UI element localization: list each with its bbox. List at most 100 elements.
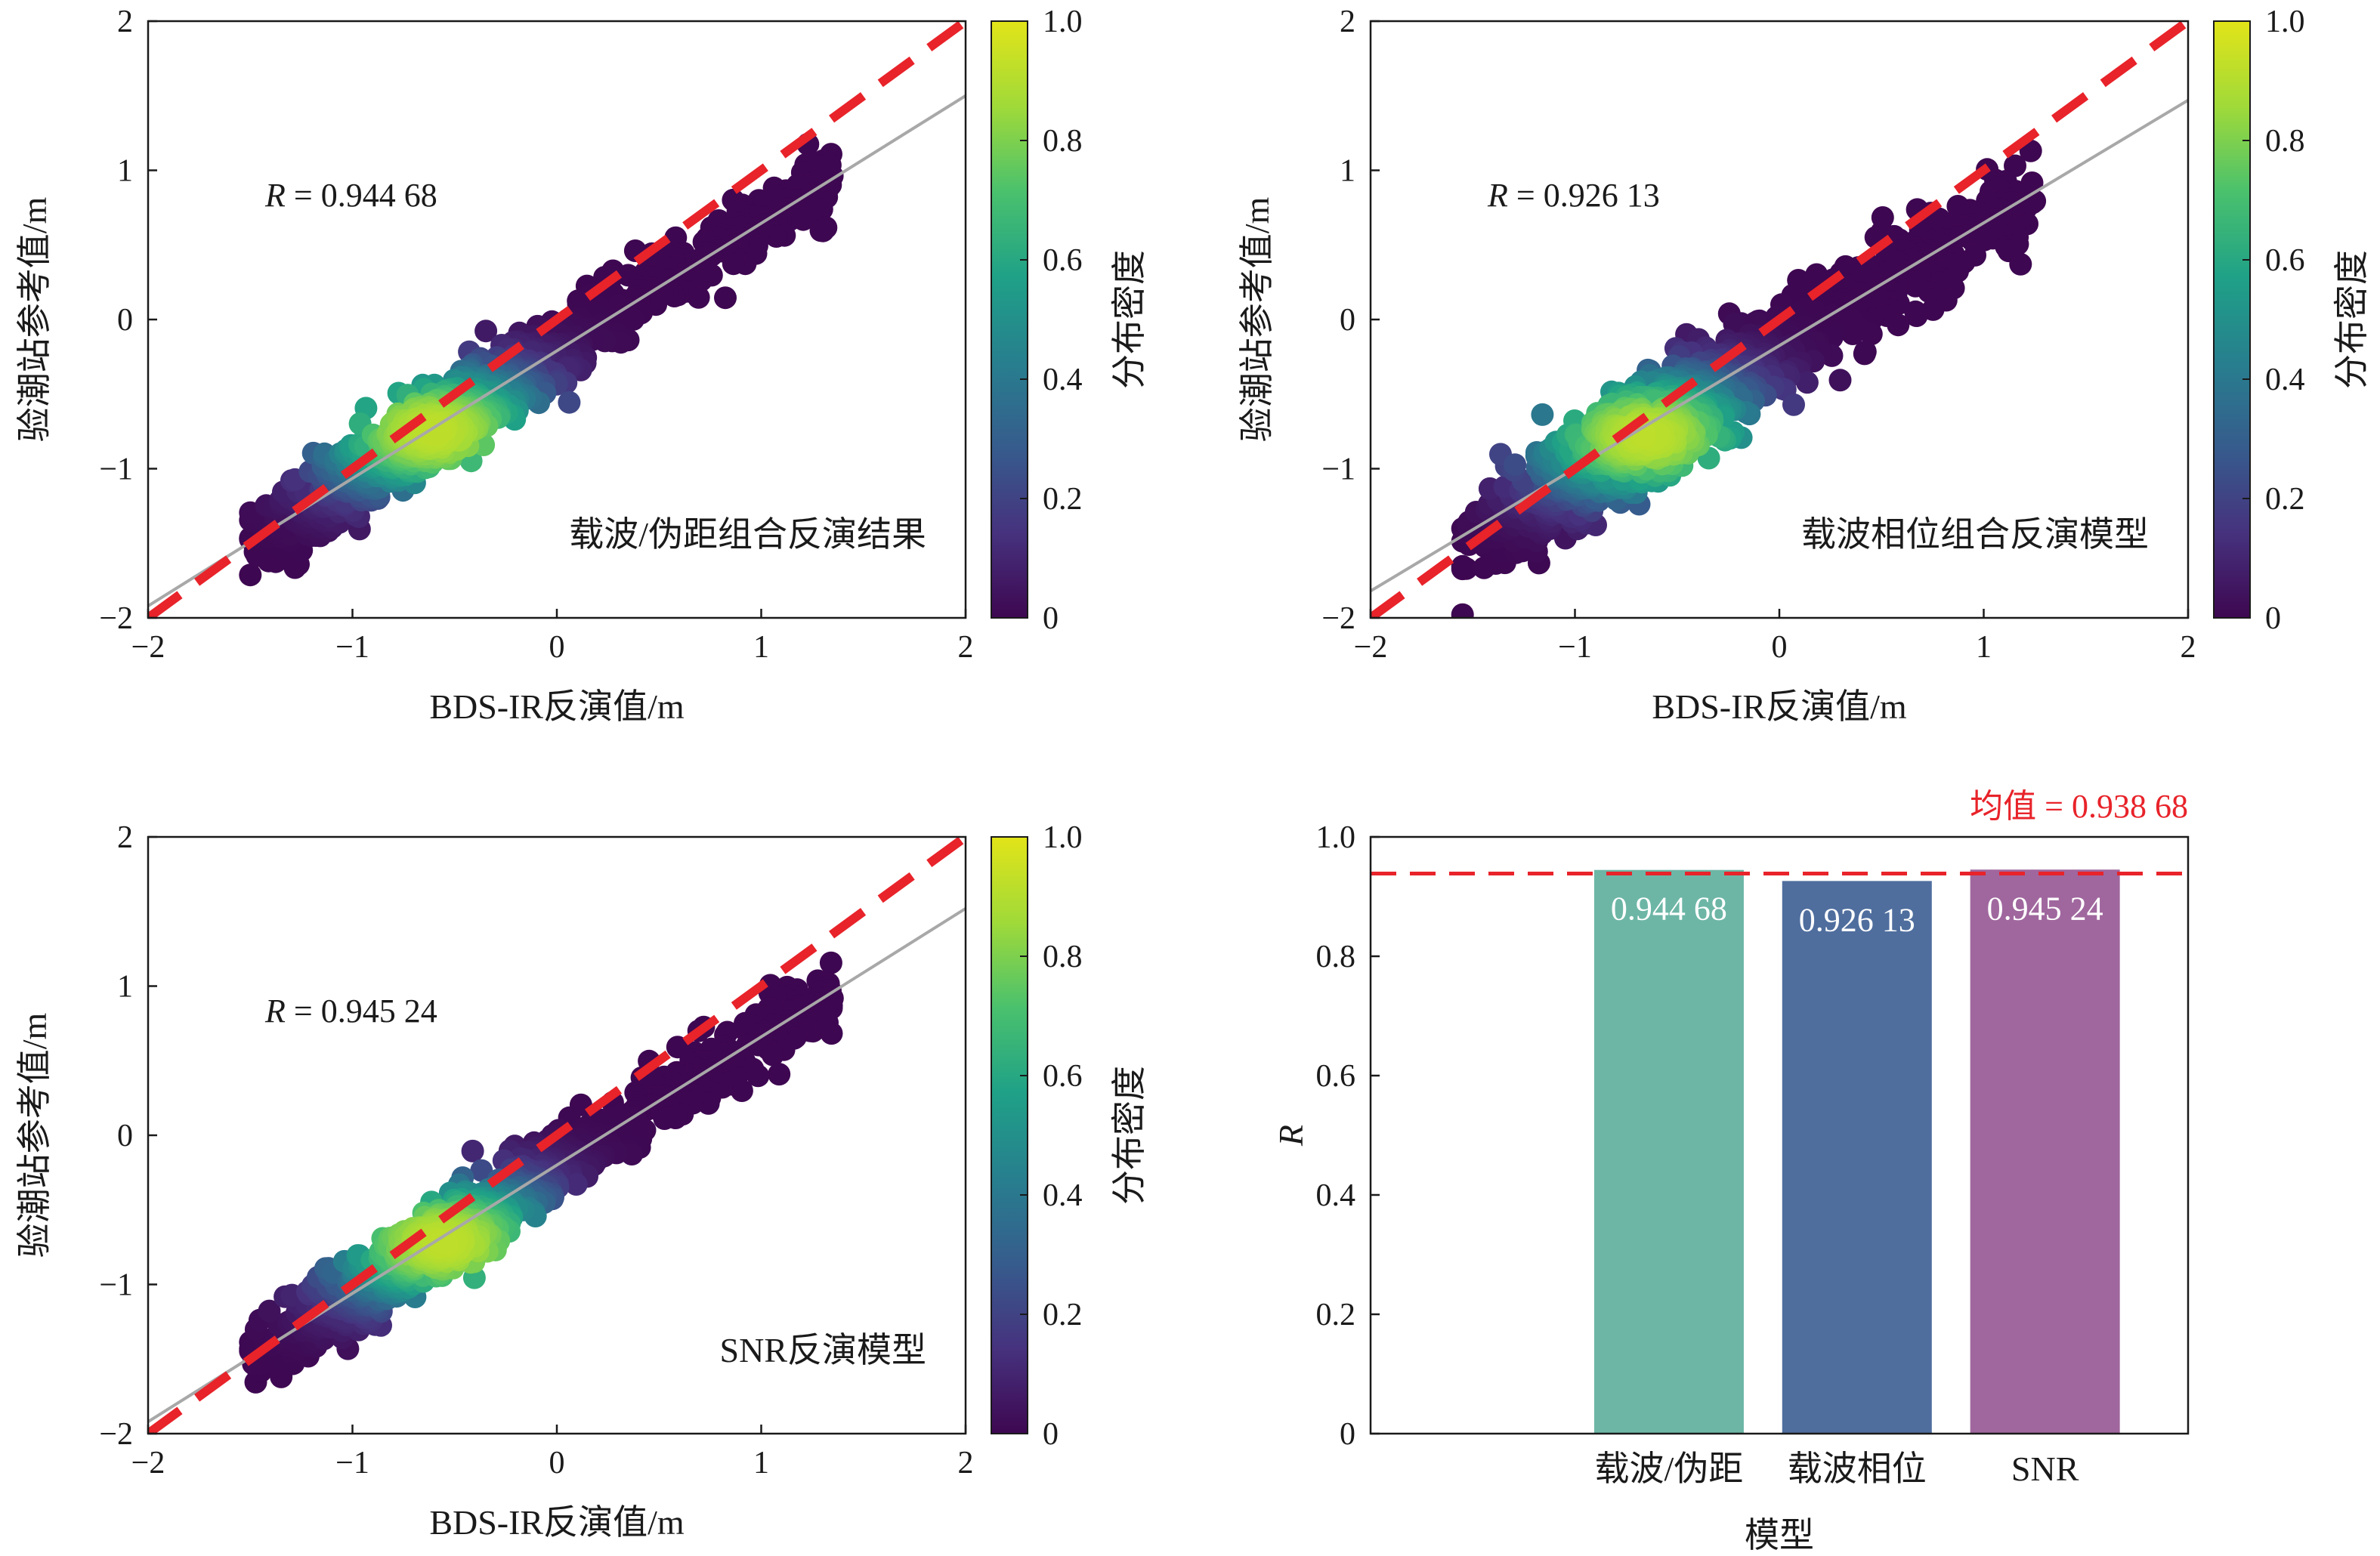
r-annotation-value: = 0.944 68: [286, 177, 437, 214]
y-tick-label: 0.2: [1316, 1298, 1356, 1332]
r-annotation-symbol: R: [264, 177, 286, 214]
data-point: [1451, 603, 1474, 618]
colorbar: [991, 836, 1028, 1434]
colorbar-tick-label: 0.4: [1043, 1178, 1083, 1213]
scatter-panel-2: −2 −1 0 1 2 −2 −1 0 1 2 BDS-IR反演值/m 验潮站参考值/m R = 0.9…: [1238, 5, 2371, 726]
data-point: [761, 1043, 784, 1067]
y-tick-label: −1: [99, 452, 133, 487]
scatter-panel-1: −2 −1 0 1 2 −2 −1 0 1 2 BDS-IR反演值/m 验潮站参考值/m R = 0.9…: [15, 5, 1148, 726]
colorbar-tick-label: 0.2: [1043, 482, 1083, 517]
x-axis-label: BDS-IR反演值/m: [429, 687, 685, 726]
data-point: [1782, 393, 1805, 416]
data-point: [1531, 403, 1554, 426]
data-point: [809, 219, 833, 242]
x-tick-label: SNR: [2011, 1449, 2079, 1488]
colorbar-tick-label: 0.2: [2265, 482, 2305, 517]
y-tick-label: −1: [1321, 452, 1355, 487]
panel-label: 载波/伪距组合反演结果: [569, 515, 926, 554]
colorbar-tick-label: 0: [2265, 601, 2281, 636]
colorbar-tick-label: 0.8: [1043, 124, 1083, 159]
data-point: [653, 1107, 676, 1130]
x-axis-label: 模型: [1745, 1516, 1814, 1554]
colorbar-tick-label: 0.4: [1043, 363, 1083, 397]
data-point: [461, 1139, 484, 1162]
bar-value-label: 0.926 13: [1799, 901, 1915, 938]
r-annotation: R = 0.926 13: [1487, 177, 1660, 214]
data-point: [1904, 274, 1927, 298]
panel-label: 载波相位组合反演模型: [1801, 515, 2149, 554]
colorbar-tick-label: 1.0: [2265, 5, 2305, 39]
r-annotation-value: = 0.926 13: [1508, 177, 1660, 214]
mean-label: 均值 = 0.938 68: [1970, 788, 2188, 825]
data-point: [1828, 369, 1852, 392]
x-tick-label: 2: [958, 630, 974, 665]
y-axis-label: 验潮站参考值/m: [15, 1013, 54, 1258]
plot-frame: [1369, 835, 2190, 1435]
y-axis-label: 验潮站参考值/m: [1238, 197, 1276, 443]
colorbar-label: 分布密度: [1110, 250, 1148, 389]
x-tick-label: 1: [753, 1446, 769, 1480]
x-tick-label: 0: [549, 1446, 565, 1480]
y-tick-label: −2: [99, 1417, 133, 1452]
r-annotation: R = 0.945 24: [264, 993, 437, 1030]
y-tick-label: 0.8: [1316, 940, 1356, 974]
x-tick-label: 0: [549, 630, 565, 665]
colorbar-tick-label: 0: [1043, 601, 1059, 636]
colorbar-tick-label: 0.8: [2265, 124, 2305, 159]
identity-line: [148, 21, 966, 618]
x-tick-label: −1: [1558, 630, 1592, 665]
colorbar-label: 分布密度: [2332, 250, 2371, 389]
data-point: [768, 1063, 791, 1086]
data-point: [714, 286, 737, 310]
r-annotation-symbol: R: [1487, 177, 1508, 214]
y-tick-label: 2: [1340, 5, 1355, 39]
data-point: [474, 320, 498, 343]
x-tick-label: −2: [1354, 630, 1388, 665]
fit-line: [148, 94, 966, 607]
y-tick-label: −2: [99, 601, 133, 636]
identity-line: [1371, 21, 2188, 618]
bar-panel: 0.944 68 载波/伪距 0.926 13 载波相位 0.945 24 SNR 均值 =…: [1272, 788, 2190, 1554]
data-point: [746, 1064, 770, 1088]
data-point: [820, 1022, 843, 1045]
y-tick-label: 1: [1340, 154, 1355, 189]
colorbar: [2213, 20, 2251, 619]
colorbar-tick-label: 1.0: [1043, 820, 1083, 855]
r-annotation: R = 0.944 68: [264, 177, 437, 214]
plot-area: [148, 21, 966, 618]
data-point: [722, 252, 745, 276]
y-tick-label: 0: [1340, 303, 1355, 338]
y-tick-label: 0: [117, 303, 133, 338]
y-tick-label: 2: [117, 820, 133, 855]
colorbar-tick-label: 0.6: [1043, 1059, 1083, 1094]
colorbar-tick-label: 0.8: [1043, 940, 1083, 974]
colorbar-tick-label: 0.2: [1043, 1298, 1083, 1332]
data-point: [1504, 453, 1527, 477]
x-axis-label: BDS-IR反演值/m: [1652, 687, 1907, 726]
x-axis-label: BDS-IR反演值/m: [429, 1503, 685, 1542]
colorbar-tick-label: 0: [1043, 1417, 1059, 1452]
x-tick-label: 2: [958, 1446, 974, 1480]
bar-value-label: 0.945 24: [1987, 890, 2103, 927]
data-point: [1795, 371, 1819, 394]
plot-area: [148, 837, 966, 1434]
x-tick-label: 1: [1976, 630, 1992, 665]
colorbar-tick-label: 0.4: [2265, 363, 2305, 397]
y-tick-label: 1: [117, 970, 133, 1005]
panel-label: SNR反演模型: [720, 1331, 926, 1369]
y-tick-label: 1: [117, 154, 133, 189]
y-axis-label: 验潮站参考值/m: [15, 197, 54, 443]
colorbar-tick-label: 0.6: [1043, 243, 1083, 278]
x-tick-label: −2: [131, 630, 165, 665]
data-point: [2009, 252, 2032, 276]
x-tick-label: −1: [335, 1446, 369, 1480]
scatter-panel-3: −2 −1 0 1 2 −2 −1 0 1 2 BDS-IR反演值/m 验潮站参考值/m R = 0.9…: [15, 820, 1148, 1542]
bar: [1782, 881, 1932, 1434]
data-point: [564, 1173, 588, 1196]
data-point: [1451, 554, 1474, 578]
bar: [1970, 869, 2120, 1434]
y-axis-label: R: [1272, 1125, 1310, 1147]
data-point: [1853, 342, 1876, 366]
data-point: [558, 391, 581, 414]
